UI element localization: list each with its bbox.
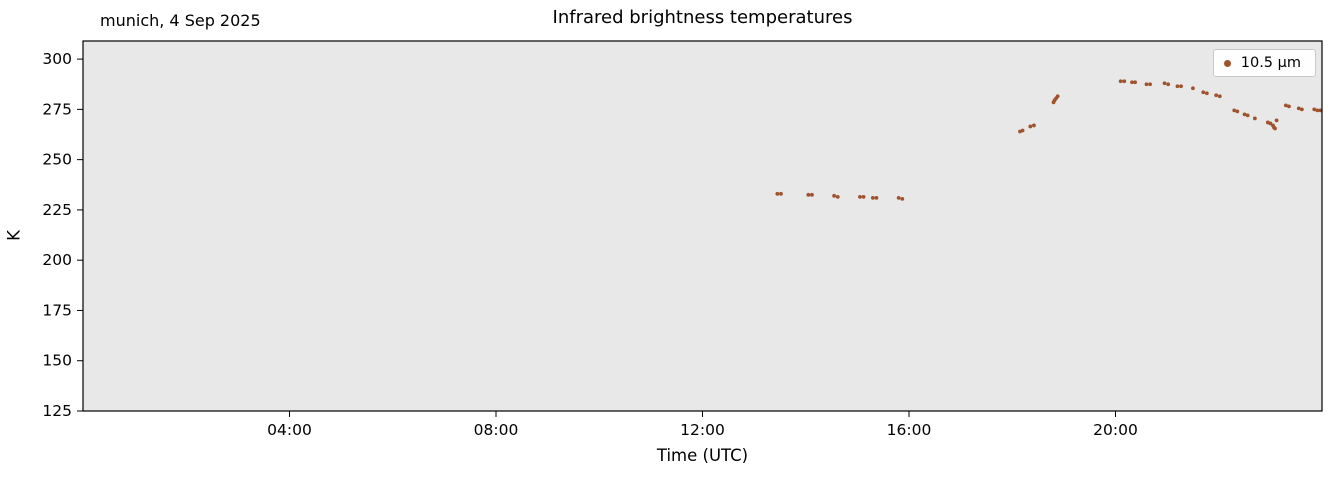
data-point	[1245, 113, 1250, 118]
data-point	[832, 193, 837, 198]
data-point	[806, 192, 811, 197]
data-point	[775, 191, 780, 196]
data-point	[1252, 116, 1257, 121]
data-point	[861, 194, 866, 199]
data-point	[900, 196, 905, 201]
data-point	[1162, 81, 1167, 86]
data-point	[1235, 109, 1240, 114]
y-tick-label: 200	[42, 251, 72, 269]
data-point	[1214, 93, 1219, 98]
legend-entry-label: 10.5 μm	[1240, 55, 1301, 71]
data-point	[1028, 124, 1033, 129]
data-point	[1144, 82, 1149, 87]
data-point	[1148, 82, 1152, 87]
chart-title: Infrared brightness temperatures	[552, 7, 853, 28]
data-point	[1201, 90, 1206, 95]
legend-marker-icon	[1223, 59, 1231, 67]
data-point	[1299, 107, 1304, 112]
x-tick-label: 08:00	[474, 421, 519, 439]
data-point	[1032, 123, 1036, 128]
y-tick-label: 125	[42, 402, 72, 420]
data-point	[874, 195, 879, 200]
y-tick-label: 275	[42, 100, 72, 118]
y-tick-label: 225	[42, 201, 72, 219]
data-point	[858, 194, 862, 199]
data-point	[1268, 121, 1273, 126]
data-point	[1312, 107, 1317, 112]
data-point	[870, 195, 875, 200]
y-tick-label: 250	[42, 151, 72, 169]
data-point	[1133, 80, 1138, 85]
data-point	[1296, 106, 1301, 111]
data-point	[1315, 108, 1320, 113]
data-point	[835, 194, 840, 199]
data-point	[1242, 112, 1247, 117]
y-tick-label: 300	[42, 50, 72, 68]
data-point	[1232, 108, 1237, 113]
y-tick-label: 150	[42, 352, 72, 370]
x-tick-label: 12:00	[680, 421, 725, 439]
x-tick-label: 20:00	[1093, 421, 1138, 439]
data-point	[1122, 79, 1127, 84]
data-point	[1273, 126, 1277, 131]
data-point	[779, 191, 783, 196]
data-point	[1217, 94, 1222, 99]
y-tick-label: 175	[42, 301, 72, 319]
data-point	[1020, 128, 1025, 133]
data-point	[1283, 103, 1288, 108]
scatter-points	[775, 79, 1323, 201]
x-tick-label: 16:00	[887, 421, 932, 439]
data-point	[1166, 82, 1171, 87]
x-axis-label: Time (UTC)	[656, 446, 749, 465]
data-point	[810, 192, 814, 197]
data-point	[1204, 91, 1209, 96]
plot-background	[83, 41, 1322, 411]
chart-subtitle: munich, 4 Sep 2025	[100, 11, 261, 30]
legend: 10.5 μm	[1212, 49, 1316, 77]
data-point	[1130, 80, 1134, 85]
data-point	[1055, 94, 1060, 99]
axes-spines	[82, 40, 1323, 412]
data-point	[1191, 86, 1195, 91]
data-point	[896, 195, 901, 200]
data-point	[1274, 118, 1279, 123]
data-point	[1118, 79, 1123, 84]
data-point	[1179, 84, 1183, 89]
data-point	[1287, 104, 1291, 109]
x-tick-label: 04:00	[267, 421, 312, 439]
y-axis-label: K	[4, 230, 24, 241]
data-point	[1175, 84, 1180, 89]
